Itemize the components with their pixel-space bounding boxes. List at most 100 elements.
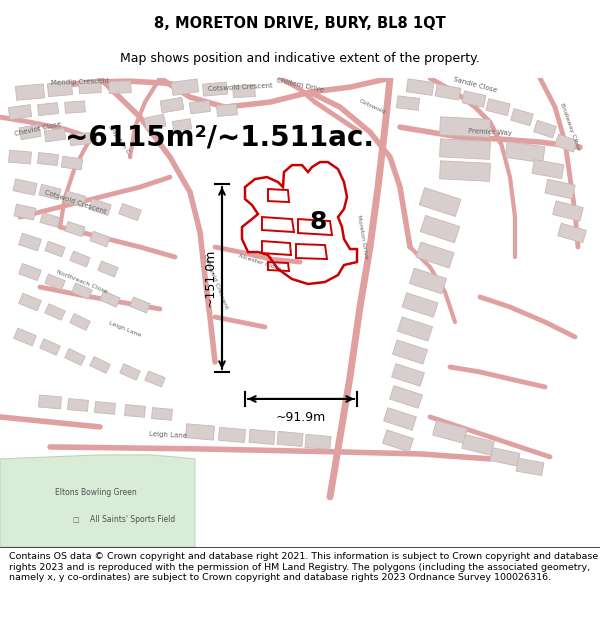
Text: All Saints' Sports Field: All Saints' Sports Field [90,515,175,524]
Text: Northreach Close: Northreach Close [56,269,108,294]
Bar [389,386,422,408]
Bar [433,421,467,443]
Bar [533,120,556,138]
Bar [511,109,533,126]
Bar [435,84,461,100]
Bar [40,213,60,228]
Text: Contains OS data © Crown copyright and database right 2021. This information is : Contains OS data © Crown copyright and d… [9,552,598,582]
Bar [406,79,434,96]
Bar [37,102,59,116]
Text: Chiltern Drive: Chiltern Drive [276,77,324,93]
Bar [37,152,59,166]
Bar [185,424,215,440]
Bar [440,161,490,181]
Bar [70,314,90,331]
Text: Leigh Lane: Leigh Lane [108,320,142,338]
Bar [70,132,91,146]
Bar [305,434,331,449]
Text: 8: 8 [310,210,326,234]
Bar [419,188,461,216]
Bar [119,204,141,221]
Bar [440,117,490,138]
Bar [14,204,36,220]
Bar [554,134,577,152]
Text: Cotswold Crescent: Cotswold Crescent [208,82,272,92]
Bar [409,268,446,294]
Bar [420,216,460,242]
Text: Sandie Close: Sandie Close [452,76,497,94]
Bar [160,98,184,113]
Bar [392,364,424,386]
Bar [89,199,111,216]
Bar [38,395,61,409]
Bar [145,371,165,387]
Bar [40,339,60,355]
Bar [8,104,32,119]
Polygon shape [0,455,195,547]
Bar [13,179,37,195]
Bar [19,233,41,251]
Bar [490,448,520,466]
Bar [90,356,110,373]
Bar [45,304,65,320]
Bar [64,191,86,207]
Bar [516,458,544,476]
Bar [90,231,110,247]
Bar [392,340,428,364]
Bar [14,328,37,346]
Bar [203,82,227,96]
Text: Leigh Lane: Leigh Lane [149,431,187,439]
Bar [65,101,85,113]
Bar [72,282,92,299]
Bar [70,251,90,267]
Bar [8,150,31,164]
Text: Alcester Close: Alcester Close [238,253,282,271]
Bar [172,119,191,131]
Text: 8, MORETON DRIVE, BURY, BL8 1QT: 8, MORETON DRIVE, BURY, BL8 1QT [154,16,446,31]
Bar [39,184,61,200]
Bar [130,297,150,313]
Text: ~6115m²/~1.511ac.: ~6115m²/~1.511ac. [65,123,374,151]
Bar [486,99,510,116]
Bar [65,221,85,237]
Bar [19,293,41,311]
Bar [100,291,120,308]
Bar [120,364,140,380]
Text: Cheviot Close: Cheviot Close [14,121,62,137]
Bar [397,317,433,341]
Bar [233,84,255,98]
Bar [45,241,65,257]
Bar [462,434,494,456]
Bar [277,431,303,446]
Bar [125,404,145,418]
Bar [95,402,115,414]
Bar [218,428,245,442]
Text: Map shows position and indicative extent of the property.: Map shows position and indicative extent… [120,52,480,65]
Text: Moreton Drive: Moreton Drive [356,214,368,259]
Text: Bridleway Close: Bridleway Close [559,102,581,151]
Bar [109,81,131,94]
Text: Premier Way: Premier Way [468,128,512,136]
Bar [505,141,545,162]
Bar [532,159,564,179]
Bar [61,156,83,170]
Bar [553,201,583,221]
Text: Cotswold Crescent: Cotswold Crescent [202,254,228,310]
Text: Cotswold: Cotswold [358,99,386,116]
Text: Cotswold Crescent: Cotswold Crescent [43,189,107,215]
Bar [383,408,416,430]
Bar [16,84,44,100]
Bar [440,139,490,159]
Bar [397,96,419,111]
Bar [171,79,199,96]
Text: □: □ [72,517,79,523]
Text: Eltons Bowling Green: Eltons Bowling Green [55,488,137,497]
Bar [19,264,41,281]
Bar [44,128,65,142]
Bar [462,91,486,108]
Bar [383,430,413,452]
Bar [416,242,454,268]
Bar [545,179,575,199]
Bar [217,104,238,116]
Bar [47,82,73,97]
